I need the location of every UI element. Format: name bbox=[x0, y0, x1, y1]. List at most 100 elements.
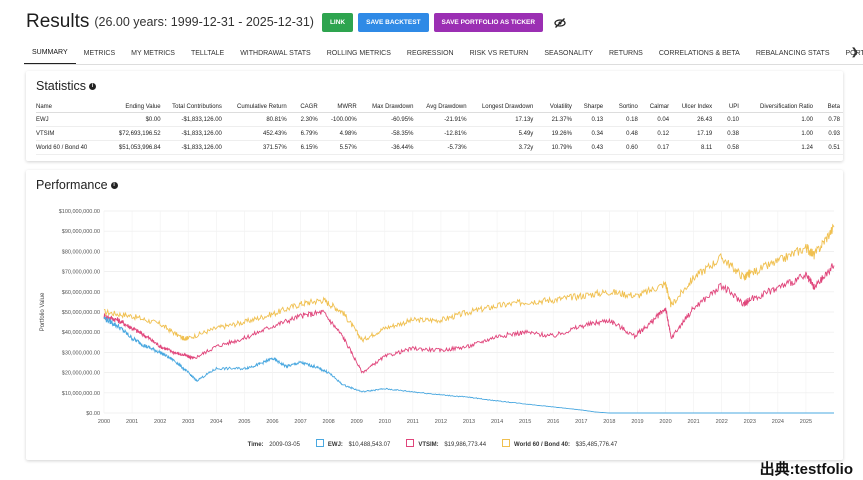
performance-title-text: Performance bbox=[36, 178, 108, 192]
table-cell: 1.00 bbox=[741, 126, 817, 141]
statistics-table: Name Ending Value Total Contributions Cumul… bbox=[36, 101, 843, 155]
table-cell: 0.48 bbox=[606, 126, 641, 141]
performance-chart[interactable]: $0.00 $10,000,000.00 $20,000,000.00 $30,000… bbox=[26, 170, 843, 438]
save-backtest-button[interactable]: SAVE BACKTEST bbox=[358, 12, 429, 32]
date-range-subtitle: (26.00 years: 1999-12-31 - 2025-12-31) bbox=[94, 15, 314, 29]
table-cell: 0.43 bbox=[574, 140, 607, 155]
table-cell: 0.17 bbox=[640, 140, 673, 155]
table-cell: 0.12 bbox=[640, 126, 673, 141]
column-header[interactable]: Sortino bbox=[606, 101, 641, 113]
column-header[interactable]: Longest Drawdown bbox=[469, 101, 537, 113]
column-header[interactable]: MWRR bbox=[320, 101, 360, 113]
column-header[interactable]: Avg Drawdown bbox=[416, 101, 470, 113]
column-header[interactable]: Calmar bbox=[640, 101, 673, 113]
table-cell: 0.34 bbox=[574, 126, 607, 141]
tab-metrics[interactable]: METRICS bbox=[83, 50, 116, 57]
statistics-title-text: Statistics bbox=[36, 79, 87, 93]
legend-item[interactable]: World 60 / Bond 40: $35,485,776.47 bbox=[498, 439, 621, 448]
table-cell: 0.10 bbox=[715, 112, 742, 127]
column-header[interactable]: Max Drawdown bbox=[359, 101, 417, 113]
source-watermark: 出典:testfolio bbox=[759, 461, 853, 478]
y-tick-label: $70,000,000.00 bbox=[62, 270, 100, 276]
column-header[interactable]: Ulcer Index bbox=[672, 101, 716, 113]
tab-telltale[interactable]: TELLTALE bbox=[190, 50, 225, 57]
table-cell: -$1,833,126.00 bbox=[163, 112, 225, 127]
x-tick-label: 2020 bbox=[659, 419, 671, 425]
table-cell: 19.26% bbox=[536, 126, 575, 141]
tooltip-time: Time: 2009-03-05 bbox=[247, 442, 300, 448]
table-row: EWJ $0.00 -$1,833,126.00 80.81% 2.30% -100.00… bbox=[36, 112, 843, 127]
table-row: VTSIM $72,693,196.52 -$1,833,126.00 452.43%… bbox=[36, 126, 843, 141]
link-button[interactable]: LINK bbox=[321, 12, 354, 32]
table-cell: World 60 / Bond 40 bbox=[36, 140, 107, 155]
column-header[interactable]: CAGR bbox=[289, 101, 321, 113]
column-header[interactable]: UPI bbox=[715, 101, 742, 113]
x-tick-label: 2000 bbox=[98, 419, 110, 425]
x-tick-label: 2025 bbox=[800, 419, 812, 425]
tab-summary[interactable]: SUMMARY bbox=[24, 44, 76, 64]
column-header[interactable]: Volatility bbox=[536, 101, 575, 113]
tab-portfolio-allocation[interactable]: PORTFOLIO ALLOCATION bbox=[845, 50, 863, 57]
tab-rebalancing-stats[interactable]: REBALANCING STATS bbox=[755, 50, 830, 57]
column-header[interactable]: Ending Value bbox=[106, 101, 164, 113]
legend-swatch bbox=[502, 439, 511, 447]
tab-correlations-beta[interactable]: CORRELATIONS & BETA bbox=[658, 50, 740, 57]
legend-item[interactable]: VTSIM: $19,986,773.44 bbox=[402, 439, 490, 448]
x-tick-label: 2023 bbox=[744, 419, 756, 425]
legend-item[interactable]: EWJ: $10,488,543.07 bbox=[312, 439, 394, 448]
x-tick-label: 2015 bbox=[519, 419, 531, 425]
column-header[interactable]: Sharpe bbox=[574, 101, 607, 113]
series-line-ewj bbox=[103, 316, 834, 414]
x-tick-label: 2018 bbox=[603, 419, 615, 425]
table-row: World 60 / Bond 40 $51,053,996.84 -$1,833,… bbox=[36, 140, 843, 155]
x-tick-label: 2011 bbox=[407, 419, 419, 425]
eye-slash-icon[interactable] bbox=[554, 16, 566, 28]
table-cell: -100.00% bbox=[320, 112, 360, 127]
table-cell: -21.91% bbox=[416, 112, 470, 127]
tab-rolling-metrics[interactable]: ROLLING METRICS bbox=[326, 50, 391, 57]
tab-returns[interactable]: RETURNS bbox=[608, 50, 643, 57]
column-header[interactable]: Beta bbox=[816, 101, 843, 113]
table-cell: 8.11 bbox=[672, 140, 716, 155]
x-tick-label: 2024 bbox=[772, 419, 784, 425]
table-cell: 21.37% bbox=[536, 112, 575, 127]
table-cell: 10.79% bbox=[536, 140, 575, 155]
tab-seasonality[interactable]: SEASONALITY bbox=[544, 50, 593, 57]
table-cell: 0.18 bbox=[606, 112, 641, 127]
y-tick-label: $80,000,000.00 bbox=[62, 249, 100, 255]
column-header[interactable]: Diversification Ratio bbox=[741, 101, 817, 113]
save-portfolio-ticker-button[interactable]: SAVE PORTFOLIO AS TICKER bbox=[433, 12, 544, 32]
legend-swatch bbox=[315, 439, 324, 447]
info-icon[interactable]: i bbox=[110, 181, 118, 189]
x-tick-label: 2013 bbox=[463, 419, 475, 425]
table-cell: 452.43% bbox=[224, 126, 290, 141]
y-tick-label: $60,000,000.00 bbox=[62, 290, 100, 296]
column-header[interactable]: Total Contributions bbox=[163, 101, 225, 113]
table-cell: 0.58 bbox=[715, 140, 742, 155]
statistics-card: Statistics i Name Ending Value Total Contr… bbox=[26, 71, 843, 161]
legend-swatch bbox=[406, 439, 415, 447]
table-cell: 17.13y bbox=[469, 112, 537, 127]
x-tick-label: 2004 bbox=[210, 419, 222, 425]
tab-regression[interactable]: REGRESSION bbox=[406, 50, 454, 57]
column-header[interactable]: Cumulative Return bbox=[224, 101, 290, 113]
x-tick-label: 2002 bbox=[154, 419, 166, 425]
table-cell: EWJ bbox=[36, 112, 107, 127]
info-icon[interactable]: i bbox=[89, 82, 97, 90]
x-tick-label: 2007 bbox=[294, 419, 306, 425]
tab-risk-vs-return[interactable]: RISK VS RETURN bbox=[469, 50, 529, 57]
series-line-vtsim bbox=[103, 263, 835, 374]
chevron-right-icon[interactable]: ❯ bbox=[850, 47, 859, 58]
table-cell: -$1,833,126.00 bbox=[163, 126, 225, 141]
table-cell: 6.79% bbox=[289, 126, 321, 141]
x-tick-label: 2001 bbox=[126, 419, 138, 425]
y-tick-label: $0.00 bbox=[86, 411, 100, 417]
column-header[interactable]: Name bbox=[36, 101, 107, 113]
tab-withdrawal-stats[interactable]: WITHDRAWAL STATS bbox=[240, 50, 311, 57]
table-cell: 0.38 bbox=[715, 126, 742, 141]
table-cell: 3.72y bbox=[469, 140, 537, 155]
table-cell: 0.93 bbox=[816, 126, 843, 141]
tab-my-metrics[interactable]: MY METRICS bbox=[131, 50, 175, 57]
table-cell: 0.13 bbox=[574, 112, 607, 127]
table-cell: 5.49y bbox=[469, 126, 537, 141]
